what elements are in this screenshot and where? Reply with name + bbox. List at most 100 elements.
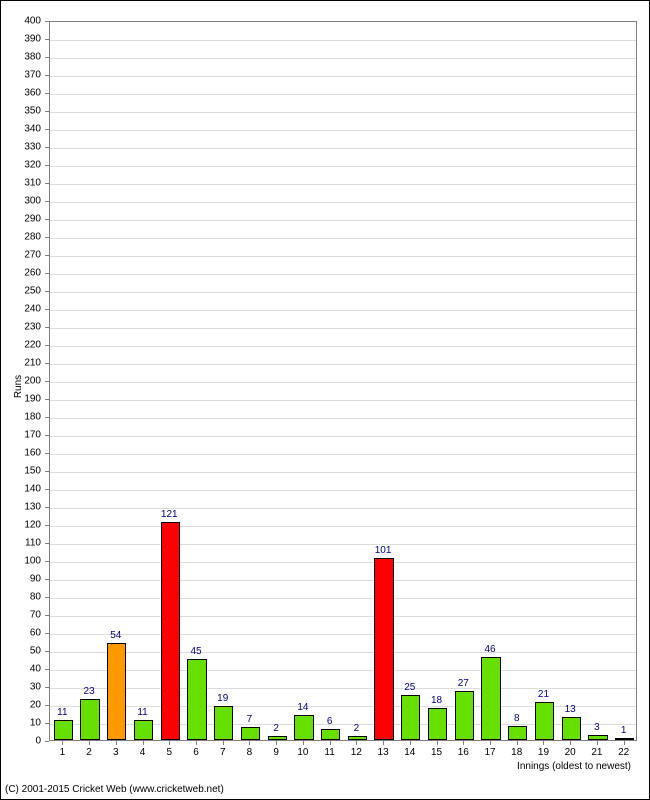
y-tick-label: 130 (1, 502, 41, 513)
bar (241, 727, 260, 740)
bar (161, 522, 180, 740)
x-tick-label: 14 (404, 747, 415, 758)
y-tick-label: 0 (1, 736, 41, 747)
y-tick-label: 90 (1, 574, 41, 585)
bar (134, 720, 153, 740)
gridline (50, 544, 636, 545)
y-tick-label: 380 (1, 52, 41, 63)
x-tick-label: 10 (297, 747, 308, 758)
x-tick-mark (62, 741, 63, 745)
y-tick-label: 100 (1, 556, 41, 567)
bar (214, 706, 233, 740)
y-tick-mark (45, 309, 49, 310)
bar-value-label: 46 (484, 644, 495, 655)
y-tick-mark (45, 633, 49, 634)
gridline (50, 76, 636, 77)
bar (562, 717, 581, 740)
x-tick-mark (169, 741, 170, 745)
y-tick-mark (45, 93, 49, 94)
x-tick-label: 22 (618, 747, 629, 758)
x-tick-mark (410, 741, 411, 745)
x-tick-label: 21 (591, 747, 602, 758)
y-tick-label: 240 (1, 304, 41, 315)
y-tick-label: 200 (1, 376, 41, 387)
y-tick-label: 340 (1, 124, 41, 135)
gridline (50, 256, 636, 257)
bar-value-label: 21 (538, 689, 549, 700)
y-tick-label: 50 (1, 646, 41, 657)
y-tick-label: 360 (1, 88, 41, 99)
gridline (50, 454, 636, 455)
gridline (50, 148, 636, 149)
bar (428, 708, 447, 740)
y-tick-mark (45, 237, 49, 238)
gridline (50, 562, 636, 563)
y-tick-label: 80 (1, 592, 41, 603)
y-tick-mark (45, 507, 49, 508)
bar-value-label: 11 (137, 707, 147, 718)
x-tick-label: 18 (511, 747, 522, 758)
gridline (50, 400, 636, 401)
y-tick-label: 70 (1, 610, 41, 621)
gridline (50, 490, 636, 491)
bar-value-label: 8 (514, 713, 520, 724)
y-tick-label: 40 (1, 664, 41, 675)
y-tick-mark (45, 489, 49, 490)
bar (107, 643, 126, 740)
y-tick-mark (45, 417, 49, 418)
bar (268, 736, 287, 740)
y-tick-mark (45, 255, 49, 256)
y-tick-label: 220 (1, 340, 41, 351)
y-tick-label: 150 (1, 466, 41, 477)
bar (401, 695, 420, 740)
x-tick-mark (196, 741, 197, 745)
y-tick-label: 10 (1, 718, 41, 729)
x-tick-mark (249, 741, 250, 745)
y-tick-mark (45, 219, 49, 220)
x-tick-label: 17 (484, 747, 495, 758)
x-tick-label: 20 (565, 747, 576, 758)
y-tick-label: 390 (1, 34, 41, 45)
gridline (50, 436, 636, 437)
gridline (50, 580, 636, 581)
gridline (50, 166, 636, 167)
bar-value-label: 13 (565, 704, 576, 715)
bar-value-label: 3 (594, 722, 600, 733)
bar (294, 715, 313, 740)
gridline (50, 328, 636, 329)
gridline (50, 346, 636, 347)
y-tick-label: 120 (1, 520, 41, 531)
y-tick-label: 370 (1, 70, 41, 81)
gridline (50, 670, 636, 671)
x-tick-mark (624, 741, 625, 745)
y-tick-mark (45, 75, 49, 76)
x-tick-label: 19 (538, 747, 549, 758)
gridline (50, 184, 636, 185)
x-tick-mark (143, 741, 144, 745)
gridline (50, 382, 636, 383)
bar-value-label: 101 (375, 545, 392, 556)
x-tick-label: 16 (458, 747, 469, 758)
y-tick-mark (45, 471, 49, 472)
y-tick-mark (45, 291, 49, 292)
bar (508, 726, 527, 740)
bar (535, 702, 554, 740)
y-tick-label: 60 (1, 628, 41, 639)
gridline (50, 616, 636, 617)
gridline (50, 634, 636, 635)
y-tick-mark (45, 147, 49, 148)
y-tick-mark (45, 435, 49, 436)
bar-value-label: 121 (161, 509, 178, 520)
y-tick-mark (45, 723, 49, 724)
x-tick-label: 15 (431, 747, 442, 758)
y-tick-mark (45, 57, 49, 58)
x-tick-mark (490, 741, 491, 745)
x-tick-mark (543, 741, 544, 745)
x-tick-mark (570, 741, 571, 745)
bar-value-label: 45 (190, 646, 201, 657)
x-tick-label: 1 (60, 747, 66, 758)
bar (321, 729, 340, 740)
y-tick-label: 310 (1, 178, 41, 189)
y-tick-mark (45, 687, 49, 688)
y-tick-mark (45, 39, 49, 40)
